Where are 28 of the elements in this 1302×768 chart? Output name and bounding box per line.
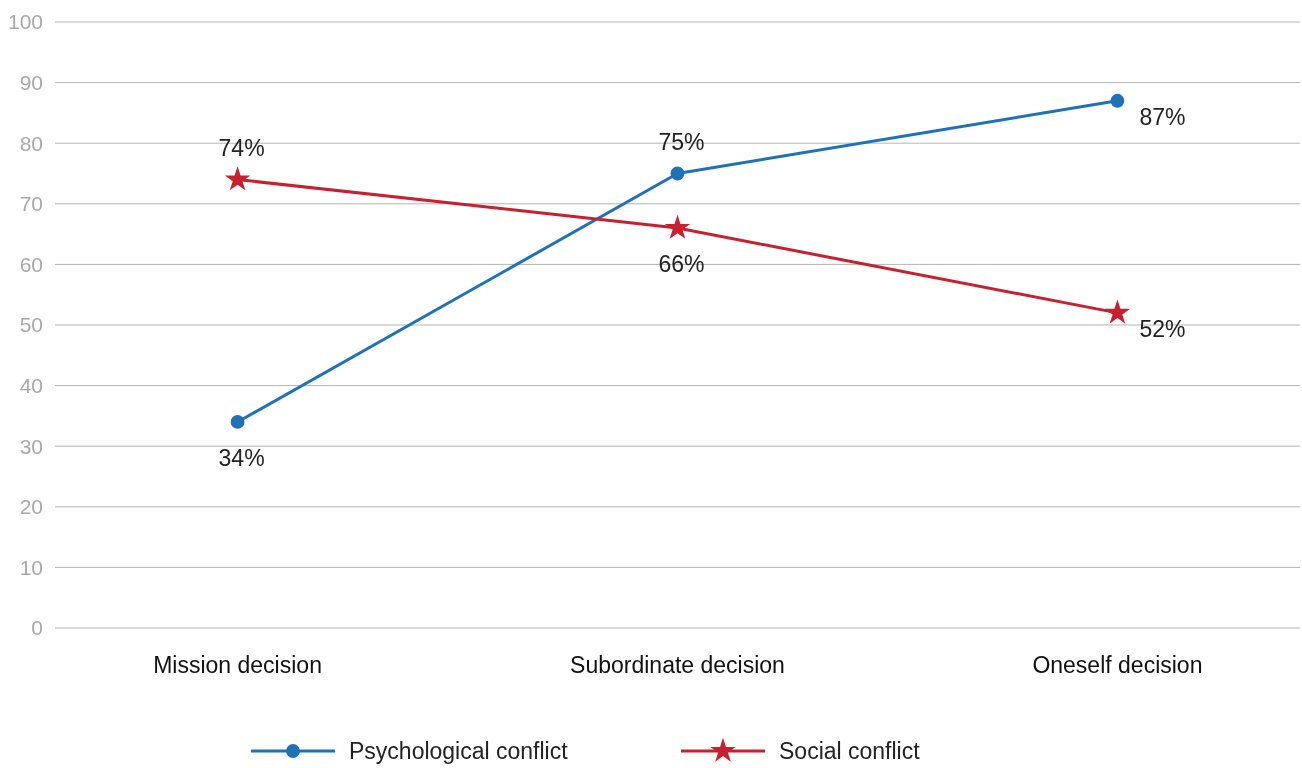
y-tick-label: 90 [19,70,43,94]
legend-label: Social conflict [779,738,921,765]
point [664,214,691,239]
x-tick-label: Subordinate decision [570,652,785,678]
y-tick-label: 0 [31,616,43,640]
y-tick-label: 70 [19,192,43,216]
point [224,166,251,191]
legend-label: Psychological conflict [349,738,569,765]
y-tick-label: 50 [19,313,43,337]
y-tick-label: 30 [19,434,43,458]
y-tick-label: 80 [19,131,43,155]
x-tick-label: Mission decision [153,652,322,678]
y-tick-label: 40 [19,373,43,397]
data-label: 34% [218,444,265,471]
y-tick-label: 100 [7,10,43,34]
data-label: 74% [218,134,265,161]
data-label: 87% [1139,103,1186,130]
data-label: 52% [1139,315,1186,342]
point [670,166,685,181]
data-label: 75% [658,128,705,155]
y-tick-label: 10 [19,555,43,579]
point [1110,93,1125,108]
x-tick-label: Oneself decision [1032,652,1203,678]
point [1104,299,1131,324]
y-tick-label: 20 [19,495,43,519]
data-label: 66% [658,251,705,278]
point [230,415,245,429]
y-tick-label: 60 [19,252,43,276]
